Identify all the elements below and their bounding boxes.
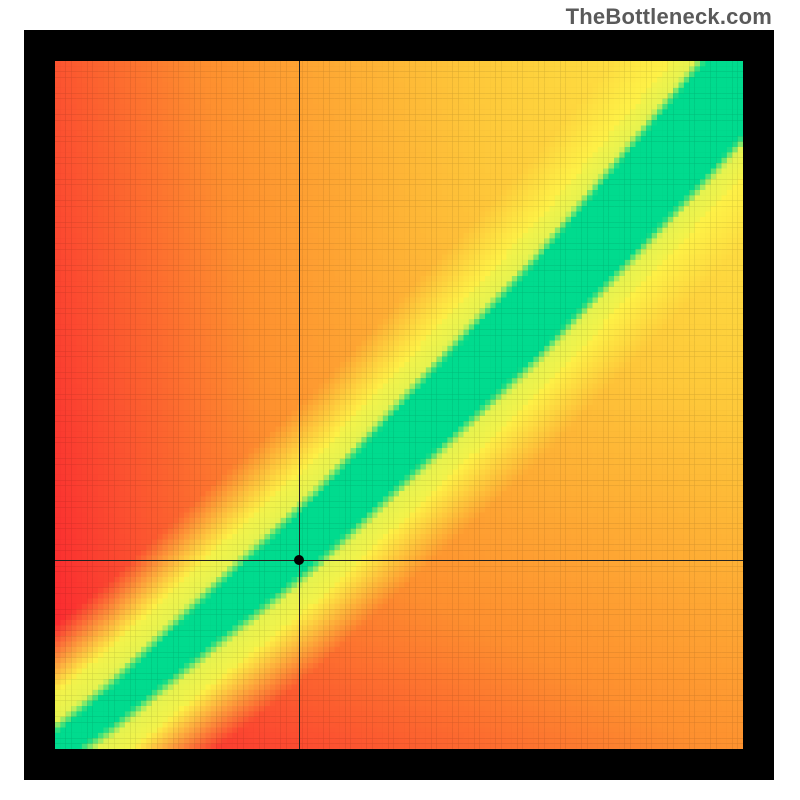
figure-root: TheBottleneck.com xyxy=(0,0,800,800)
crosshair-dot xyxy=(294,555,304,565)
crosshair-vertical xyxy=(299,61,300,749)
crosshair-horizontal xyxy=(55,560,743,561)
attribution-label: TheBottleneck.com xyxy=(566,4,772,30)
plot-frame xyxy=(24,30,774,780)
plot-area xyxy=(55,61,743,749)
heatmap-svg xyxy=(55,61,743,749)
